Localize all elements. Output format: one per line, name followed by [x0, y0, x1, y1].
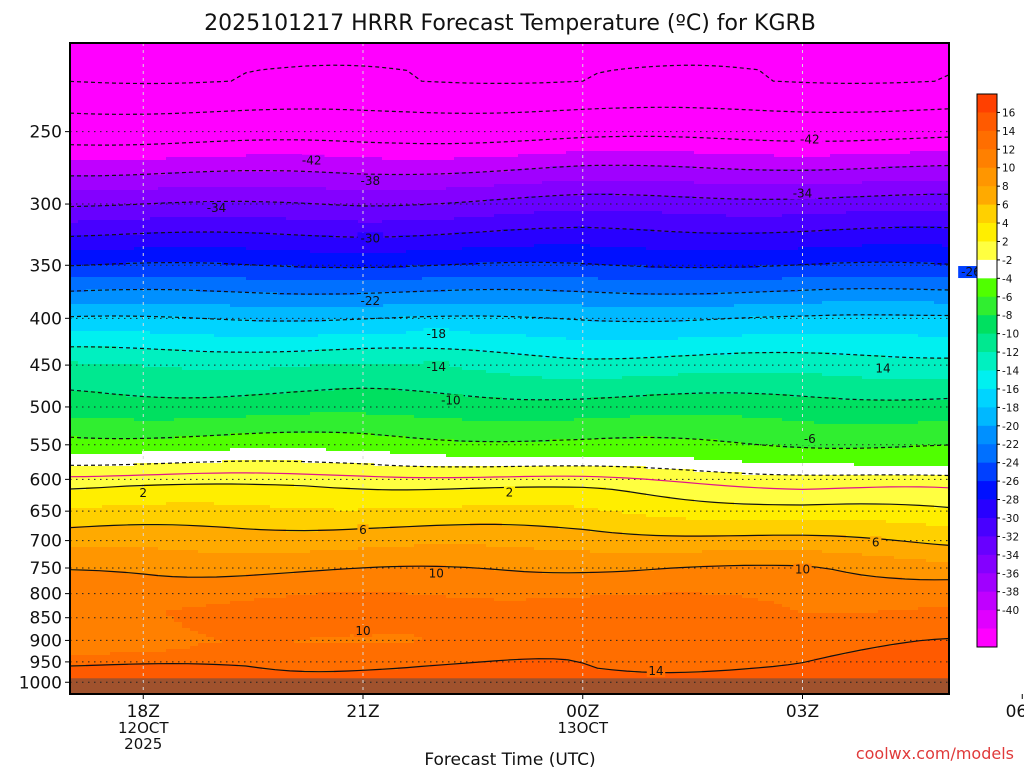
contour-label: 10 [795, 563, 810, 577]
contour-line [70, 637, 949, 674]
contour-label: -34 [207, 201, 227, 215]
colorbar-label: -8 [1002, 310, 1012, 322]
y-tick-label: 750 [30, 559, 62, 579]
colorbar-label: 4 [1002, 218, 1009, 230]
colorbar-label: -20 [1002, 421, 1019, 433]
y-tick-label: 350 [30, 256, 62, 276]
contour-line [70, 472, 949, 491]
y-tick-label: 1000 [19, 673, 62, 693]
x-tick-label: 2025 [124, 735, 162, 753]
colorbar-label: 16 [1002, 107, 1016, 119]
y-tick-label: 600 [30, 470, 62, 490]
x-tick-label: 12OCT [118, 719, 169, 737]
x-tick-label: 06Z [1006, 702, 1024, 722]
x-axis-label: Forecast Time (UTC) [424, 750, 595, 768]
y-tick-label: 300 [30, 195, 62, 215]
colorbar-label: -6 [1002, 292, 1013, 304]
colorbar-label: -26 [1002, 476, 1019, 488]
colorbar-label: -2 [1002, 255, 1012, 267]
colorbar-label: 10 [1002, 163, 1015, 175]
x-tick-label: 13OCT [557, 719, 608, 737]
colorbar-label: -34 [1002, 550, 1019, 562]
contour-label: 10 [355, 624, 370, 638]
temperature-field [70, 43, 949, 694]
y-tick-label: 700 [30, 532, 62, 552]
colorbar-label: 12 [1002, 144, 1015, 156]
contour-label: 2 [506, 485, 514, 499]
contour-label: -42 [800, 132, 820, 146]
colorbar-label: -14 [1002, 366, 1019, 378]
contour-label: -22 [361, 294, 381, 308]
y-tick-label: 500 [30, 398, 62, 418]
time-axis: 18Z12OCT202521Z00Z13OCT03Z06Z09Z [118, 694, 1024, 753]
x-tick-label: 18Z [127, 702, 160, 722]
colorbar-label: -30 [1002, 513, 1019, 525]
x-tick-label: 21Z [346, 702, 379, 722]
colorbar-label: -24 [1002, 458, 1019, 470]
plot-frame [69, 42, 950, 695]
y-tick-label: 900 [30, 631, 62, 651]
y-tick-label: 850 [30, 609, 62, 629]
y-tick-label: 250 [30, 123, 62, 143]
contour-label: -26 [961, 265, 981, 279]
colorbar-label: -4 [1002, 273, 1013, 285]
colorbar-label: -32 [1002, 531, 1019, 543]
colorbar-label: -22 [1002, 439, 1019, 451]
below-ground-mask [70, 678, 949, 694]
contour-line [70, 64, 949, 85]
contour-label: 6 [872, 535, 880, 549]
colorbar-label: -28 [1002, 495, 1019, 507]
colorbar-label: -36 [1002, 568, 1019, 580]
colorbar-label: -38 [1002, 587, 1019, 599]
colorbar-label: -16 [1002, 384, 1019, 396]
contour-label: -30 [361, 231, 381, 245]
contour-labels: -50-46-42-42-38-38-34-34-34-30-30-26-22-… [137, 132, 984, 678]
credit-link[interactable]: coolwx.com/models [856, 744, 1014, 763]
contour-label: 2 [139, 486, 147, 500]
colorbar-label: -10 [1002, 329, 1019, 341]
colorbar-label: 14 [1002, 126, 1016, 138]
contour-label: -34 [793, 186, 813, 200]
contour-label: -18 [426, 327, 446, 341]
x-tick-label: 03Z [786, 702, 819, 722]
contour-label: -42 [302, 154, 322, 168]
colorbar-label: 2 [1002, 236, 1009, 248]
colorbar-label: -18 [1002, 402, 1019, 414]
contour-label: 14 [875, 362, 890, 376]
contour-label: -10 [441, 394, 461, 408]
chart-title: 2025101217 HRRR Forecast Temperature (ºC… [204, 11, 816, 36]
colorbar-label: 6 [1002, 200, 1009, 212]
contour-label: 14 [648, 664, 663, 678]
colorbar-label: -40 [1002, 605, 1019, 617]
contour-label: 10 [429, 566, 444, 580]
gridlines [70, 43, 949, 694]
contour-label: -6 [804, 432, 816, 446]
y-tick-label: 550 [30, 436, 62, 456]
y-tick-label: 950 [30, 653, 62, 673]
y-tick-label: 450 [30, 356, 62, 376]
x-tick-label: 00Z [566, 702, 599, 722]
contour-line [70, 523, 949, 546]
pressure-axis: 2503003504004505005506006507007508008509… [19, 123, 70, 693]
temperature-contours [70, 64, 949, 674]
contour-label: -14 [426, 360, 446, 374]
y-tick-label: 650 [30, 502, 62, 522]
colorbar-label: 8 [1002, 181, 1009, 193]
contour-label: 6 [359, 523, 367, 537]
colorbar: 16 14 12 10 8 6 4 2 -2 -4 -6 -8 -10 -12 -14 -16 -18 -20 -2… [976, 93, 1019, 648]
contour-label: -38 [361, 174, 381, 188]
y-tick-label: 800 [30, 585, 62, 605]
y-tick-label: 400 [30, 309, 62, 329]
colorbar-label: -12 [1002, 347, 1019, 359]
